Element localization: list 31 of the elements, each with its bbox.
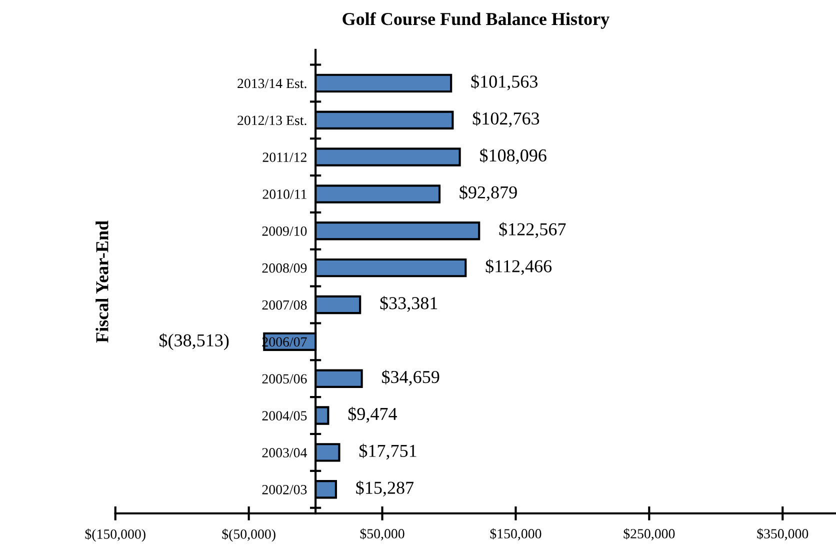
data-label: $108,096 — [480, 148, 546, 164]
y-tick-label: 2005/06 — [262, 374, 307, 384]
x-tick-label: $250,000 — [624, 528, 675, 540]
x-tick-label: $150,000 — [490, 528, 542, 540]
data-label: $9,474 — [348, 406, 397, 423]
data-label: $92,879 — [460, 185, 517, 202]
data-label: $17,751 — [359, 444, 416, 460]
y-tick-label: 2004/05 — [262, 411, 307, 420]
data-label: $33,381 — [380, 296, 438, 312]
data-label: $101,563 — [471, 74, 538, 90]
data-label: $15,287 — [356, 480, 414, 496]
data-label: $112,466 — [486, 259, 552, 275]
x-tick-label: $50,000 — [360, 528, 404, 540]
x-tick-label: $350,000 — [757, 528, 808, 540]
y-tick-label: 2012/13 Est. — [238, 116, 306, 126]
y-tick-label: 2009/10 — [262, 226, 307, 236]
y-tick-label: 2010/11 — [262, 190, 306, 199]
y-tick-label: 2002/03 — [262, 484, 307, 494]
data-label: $(38,513) — [160, 333, 229, 350]
y-tick-label: 2003/04 — [262, 448, 307, 458]
y-axis-title: Fiscal Year-End — [96, 220, 108, 343]
y-tick-label: 2008/09 — [262, 263, 307, 273]
y-tick-label: 2007/08 — [262, 300, 307, 310]
data-label: $122,567 — [499, 222, 566, 238]
x-tick-label: $(150,000) — [85, 528, 146, 542]
y-tick-label: 2013/14 Est. — [238, 78, 306, 88]
y-tick-label: 2011/12 — [262, 152, 306, 162]
x-tick-label: $(50,000) — [222, 528, 276, 542]
chart-title: Golf Course Fund Balance History — [342, 12, 610, 29]
data-label: $34,659 — [382, 370, 440, 386]
data-label: $102,763 — [472, 111, 540, 128]
